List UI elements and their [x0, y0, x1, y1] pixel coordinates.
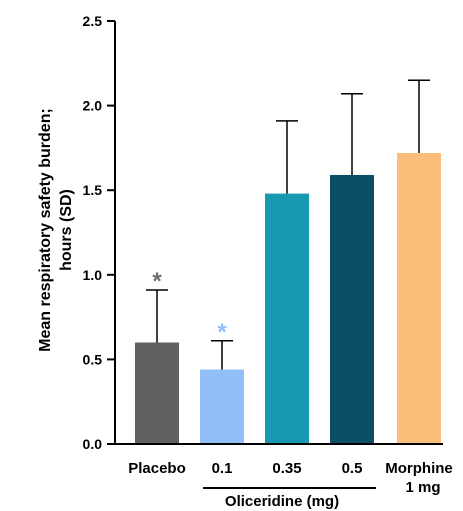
y-tick-label: 2.5: [83, 13, 103, 29]
y-axis-title-line-2: hours (SD): [58, 189, 75, 271]
bar-0-35: [265, 193, 309, 444]
x-tick-label-line-2: 1 mg: [405, 479, 440, 496]
error-bars: [146, 79, 430, 370]
y-tick-label: 1.0: [83, 267, 103, 283]
significance-asterisk: *: [217, 319, 227, 346]
bars: [135, 152, 441, 445]
bar-0-1: [200, 369, 244, 444]
y-axis-title-line-1: Mean respiratory safety burden;: [37, 108, 54, 352]
x-tick-label: 0.1: [212, 460, 233, 477]
x-axis-labels: Placebo 0.1 0.35 0.5 Morphine 1 mg: [128, 460, 453, 496]
y-axis-ticks: 0.0 0.5 1.0 1.5 2.0 2.5: [83, 13, 115, 452]
y-tick-label: 0.0: [83, 436, 103, 452]
x-tick-label: Morphine: [385, 460, 453, 477]
x-tick-label: 0.35: [272, 460, 301, 477]
significance-markers: **: [152, 268, 227, 346]
bar-morphine: [397, 152, 441, 444]
group-label: Oliceridine (mg): [225, 493, 339, 510]
significance-asterisk: *: [152, 268, 162, 295]
y-tick-label: 2.0: [83, 98, 103, 114]
y-axis-title: Mean respiratory safety burden; hours (S…: [37, 108, 75, 352]
bar-0-5: [330, 174, 374, 445]
bar-placebo: [135, 342, 179, 444]
y-tick-label: 0.5: [83, 351, 103, 367]
x-tick-label: 0.5: [342, 460, 363, 477]
y-tick-label: 1.5: [83, 182, 103, 198]
x-tick-label: Placebo: [128, 460, 186, 477]
